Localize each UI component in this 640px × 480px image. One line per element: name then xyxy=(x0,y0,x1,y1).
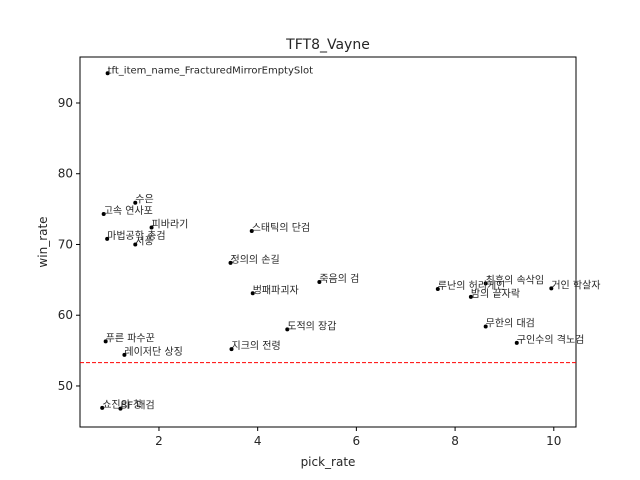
plot-area-frame xyxy=(79,56,577,428)
data-point xyxy=(101,212,106,217)
x-tick-label: 2 xyxy=(155,434,163,448)
data-label: 스태틱의 단검 xyxy=(252,222,310,234)
chart-title: TFT8_Vayne xyxy=(285,37,370,53)
data-point xyxy=(317,279,322,284)
data-label: 구인수의 격노검 xyxy=(517,333,585,346)
data-label: 무한의 대검 xyxy=(486,318,535,330)
data-label: 푸른 파수꾼 xyxy=(106,332,155,344)
x-tick-label: 10 xyxy=(546,434,561,448)
data-label: BF 대검 xyxy=(120,400,154,412)
x-axis: 2 4 6 8 10 xyxy=(155,427,561,448)
data-label: 도적의 장갑 xyxy=(287,320,336,332)
x-tick-label: 4 xyxy=(254,434,262,448)
data-labels-group: tft_item_name_FracturedMirrorEmptySlot 수은… xyxy=(102,65,600,411)
data-label: 수은 xyxy=(135,194,153,206)
y-tick-label: 90 xyxy=(58,96,73,110)
data-point xyxy=(133,200,138,205)
data-point xyxy=(285,327,290,332)
data-point xyxy=(133,242,138,247)
y-tick-label: 70 xyxy=(58,237,73,251)
x-axis-title: pick_rate xyxy=(301,455,356,469)
data-label: 벙패파괴자 xyxy=(253,284,299,296)
data-point xyxy=(468,294,473,299)
data-point xyxy=(549,286,554,291)
data-label: 쇼진의 창 xyxy=(102,399,142,411)
data-label: 레이저단 상징 xyxy=(124,346,182,358)
data-label: 정의의 손길 xyxy=(231,253,280,266)
data-point xyxy=(483,324,488,329)
data-point xyxy=(514,340,519,345)
x-tick-label: 8 xyxy=(451,434,459,448)
data-label: 서풍 xyxy=(135,235,153,247)
data-label: 고속 연사포 xyxy=(104,205,153,217)
data-label: 죽음의 검 xyxy=(319,273,359,285)
data-point xyxy=(100,405,105,410)
data-point xyxy=(249,229,254,234)
data-label: tft_item_name_FracturedMirrorEmptySlot xyxy=(108,65,314,76)
y-axis-title: win_rate xyxy=(36,216,50,267)
data-point xyxy=(149,225,154,230)
data-point xyxy=(118,406,123,411)
data-label: 마법공학 총검 xyxy=(107,230,165,242)
y-tick-label: 50 xyxy=(58,379,73,393)
x-tick-label: 6 xyxy=(353,434,361,448)
data-point xyxy=(105,236,110,241)
data-point xyxy=(435,287,440,292)
data-point xyxy=(105,71,110,76)
y-tick-label: 60 xyxy=(58,308,73,322)
data-point xyxy=(250,291,255,296)
data-label: 지크의 전령 xyxy=(232,340,281,352)
data-label: 루난의 허리케인 xyxy=(438,280,506,292)
y-axis: 50 60 70 80 90 xyxy=(58,96,80,393)
data-point xyxy=(228,260,233,265)
data-point xyxy=(122,352,127,357)
data-label: 거인 학살자 xyxy=(551,279,600,291)
data-points-group xyxy=(100,71,554,411)
data-point xyxy=(103,339,108,344)
data-point xyxy=(483,281,488,286)
y-tick-label: 80 xyxy=(58,167,73,181)
data-label: 피바라기 xyxy=(152,218,189,230)
data-label: 최후의 속삭임 xyxy=(486,273,544,286)
data-point xyxy=(229,347,234,352)
data-label: 밤의 끝자락 xyxy=(471,288,520,300)
